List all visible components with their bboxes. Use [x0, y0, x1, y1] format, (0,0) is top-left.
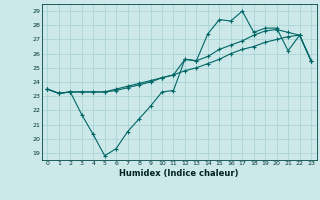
X-axis label: Humidex (Indice chaleur): Humidex (Indice chaleur) — [119, 169, 239, 178]
